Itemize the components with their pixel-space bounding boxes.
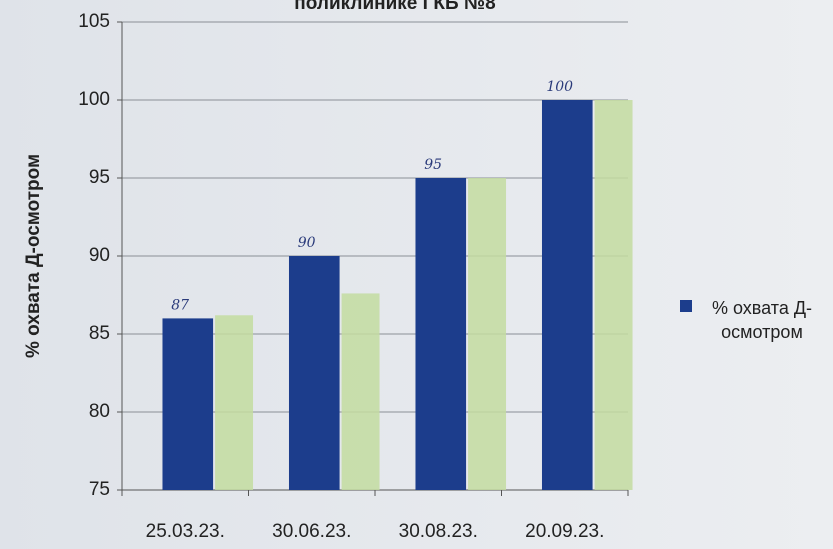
bar [162, 318, 214, 490]
x-tick-label: 30.06.23. [272, 521, 351, 542]
x-tick-label: 20.09.23. [525, 521, 604, 542]
y-tick-label: 105 [78, 11, 110, 32]
bar [541, 100, 593, 490]
bar [415, 178, 467, 490]
bar [215, 315, 254, 490]
y-tick-label: 80 [89, 401, 110, 422]
y-tick-label: 90 [89, 245, 110, 266]
bar [594, 100, 633, 490]
x-tick-label: 25.03.23. [146, 521, 225, 542]
annotation: 95 [424, 157, 442, 173]
x-tick-label: 30.08.23. [399, 521, 478, 542]
y-tick-label: 75 [89, 479, 110, 500]
annotation: 90 [298, 235, 316, 251]
bar [468, 178, 507, 490]
chart-title: поликлинике ГКБ №8 [294, 0, 495, 14]
legend-label: % охвата Д-осмотром [711, 298, 813, 342]
y-tick-label: 95 [89, 167, 110, 188]
bar [341, 293, 380, 490]
y-tick-label: 100 [78, 89, 110, 110]
bar [288, 256, 340, 490]
legend-swatch [680, 300, 692, 312]
annotation: 100 [546, 79, 573, 95]
y-axis-label: % охвата Д-осмотром [23, 154, 44, 358]
y-tick-label: 85 [89, 323, 110, 344]
annotation: 87 [171, 297, 189, 313]
